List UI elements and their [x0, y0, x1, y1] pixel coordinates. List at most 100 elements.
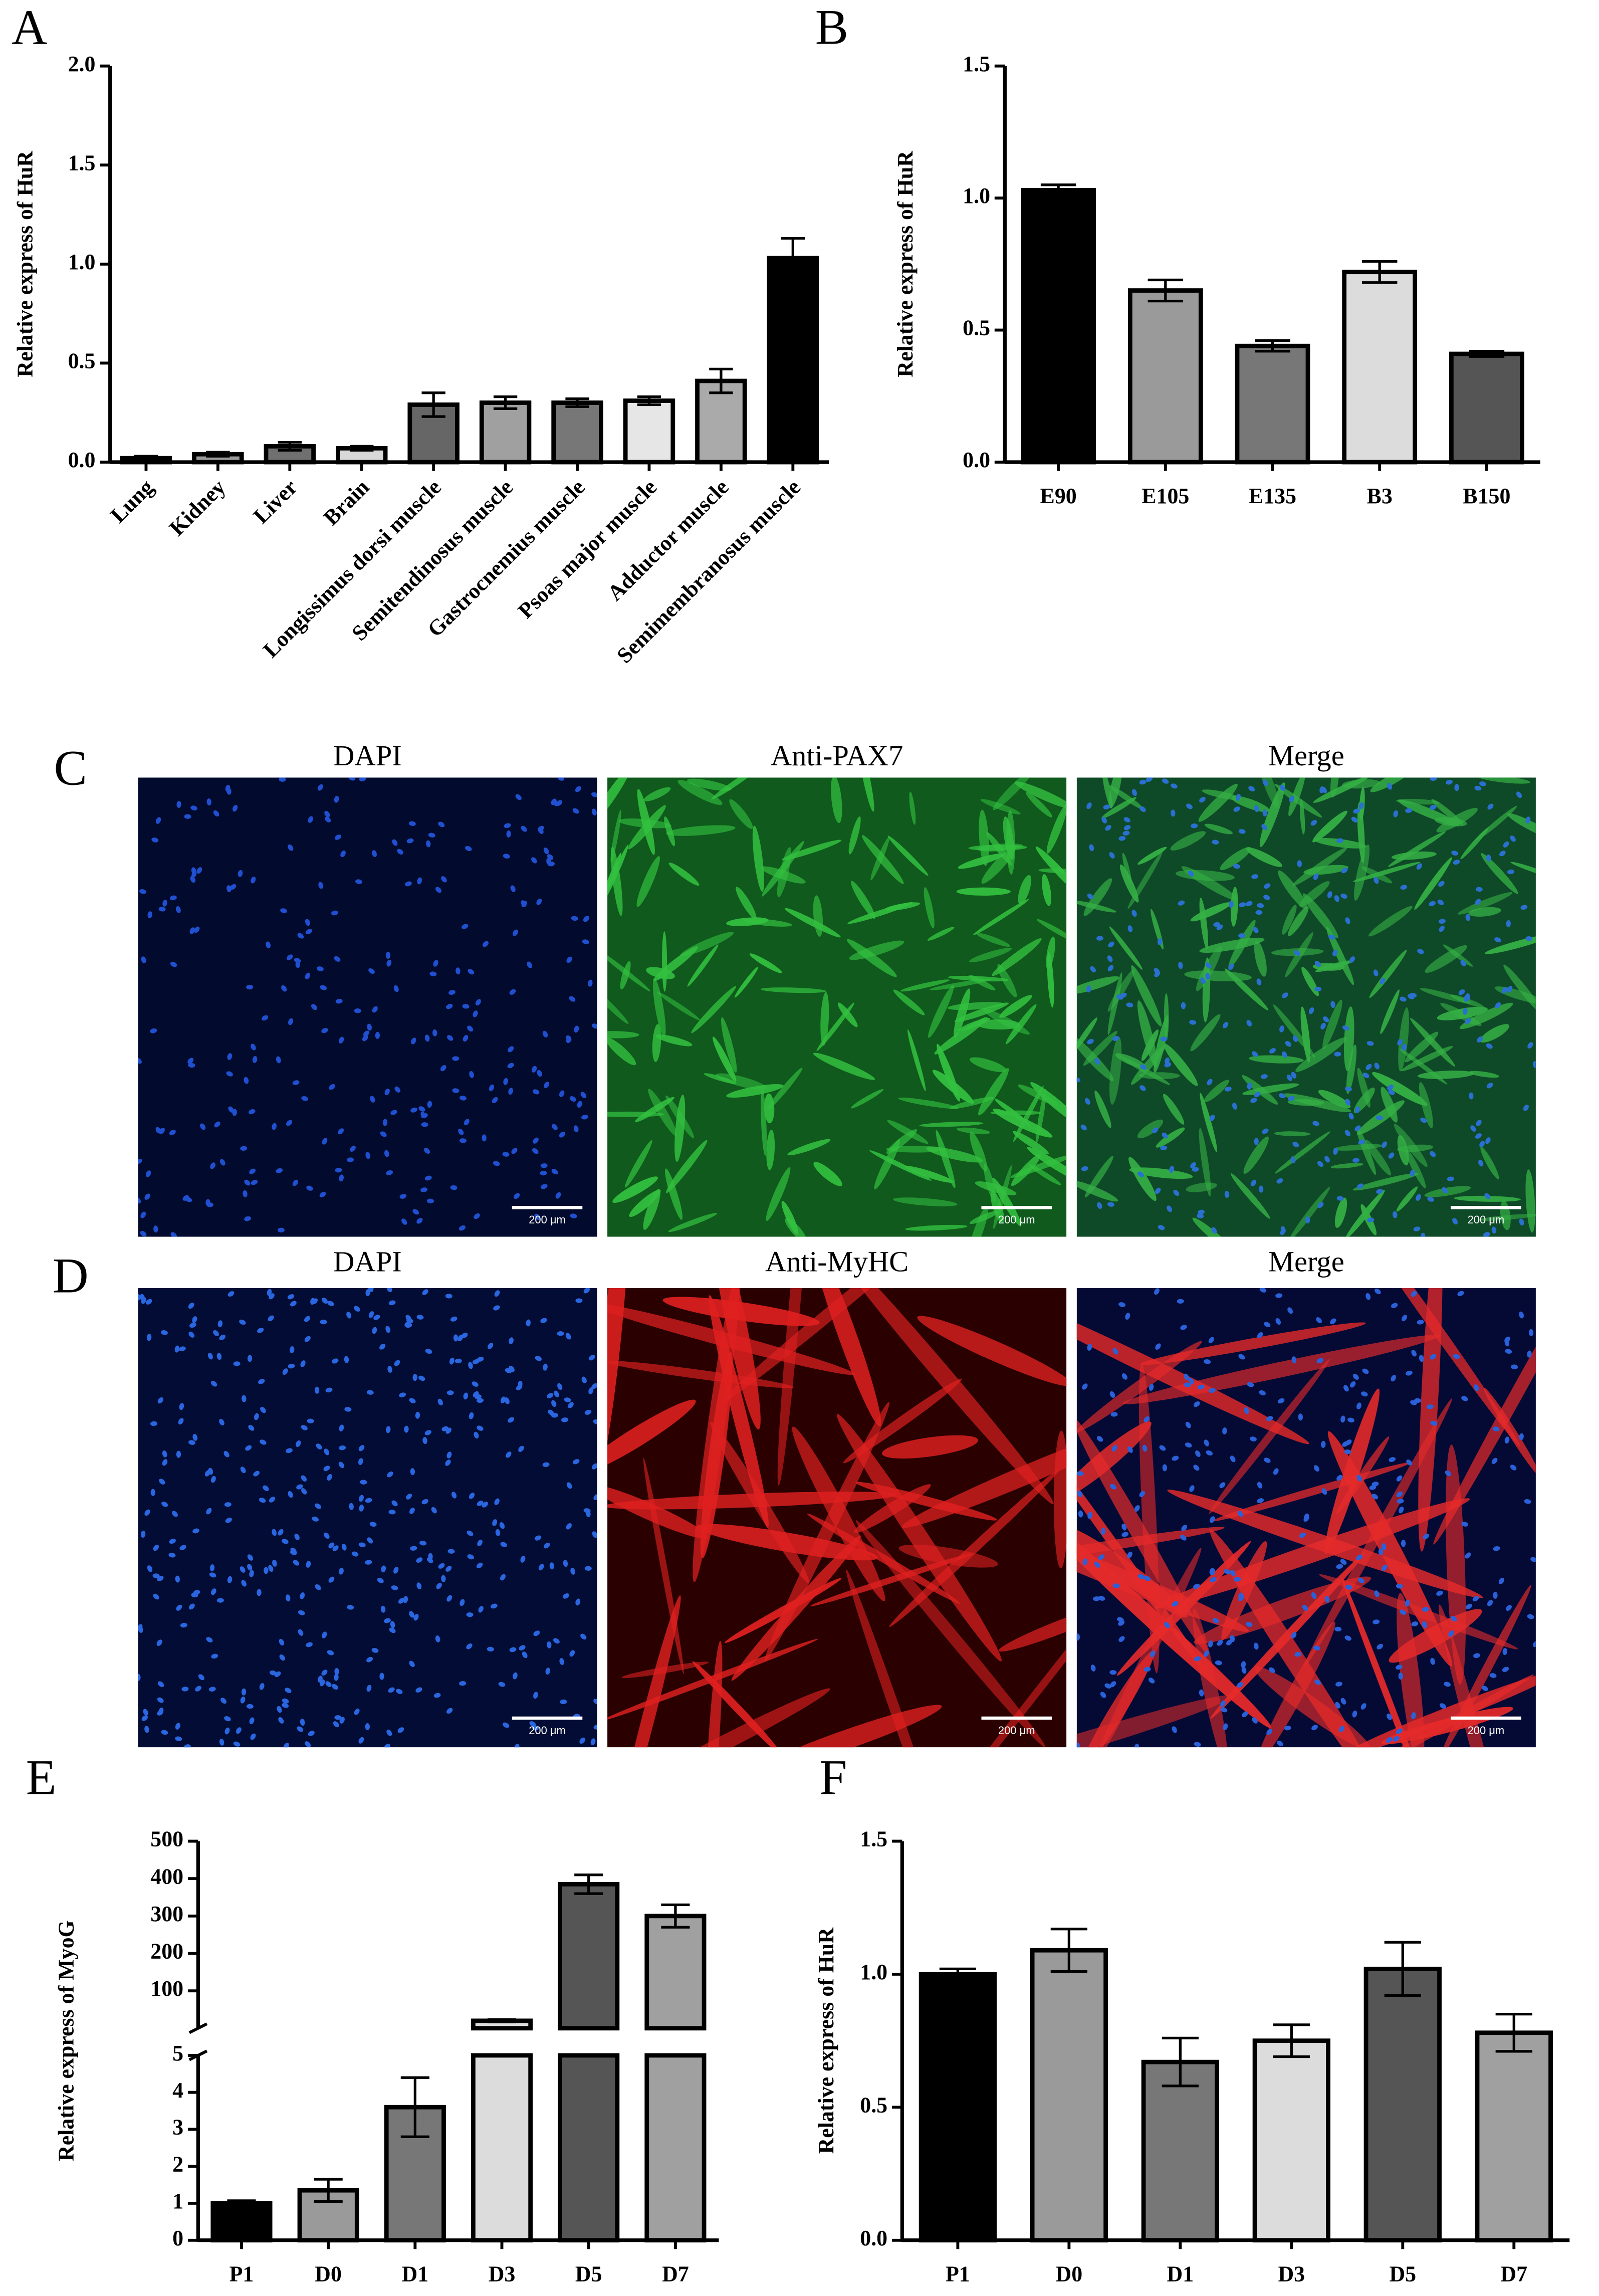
- cell-streak: [736, 887, 757, 920]
- nucleus: [365, 1560, 372, 1565]
- nucleus: [1405, 1599, 1410, 1607]
- nucleus: [189, 1323, 196, 1328]
- nucleus: [1127, 925, 1133, 932]
- nucleus: [518, 1445, 524, 1452]
- nucleus: [1320, 1022, 1326, 1029]
- nucleus: [467, 1530, 474, 1536]
- nucleus: [1367, 1217, 1375, 1222]
- nucleus: [147, 911, 152, 919]
- nucleus: [219, 1334, 226, 1341]
- cell-streak: [607, 949, 651, 992]
- nucleus: [1216, 924, 1223, 930]
- cell-streak: [1109, 926, 1143, 970]
- bar: [767, 256, 819, 465]
- nucleus: [1078, 1510, 1083, 1518]
- cell-streak: [927, 927, 955, 941]
- nucleus: [1162, 1464, 1168, 1472]
- cell-streak: [607, 1037, 636, 1066]
- cell-streak: [907, 1029, 926, 1092]
- nucleus: [344, 1356, 349, 1363]
- nucleus: [385, 951, 391, 959]
- nucleus: [463, 1034, 469, 1042]
- scale-bar: [512, 1716, 583, 1720]
- nucleus: [403, 1596, 408, 1603]
- cell-streak: [1352, 862, 1421, 882]
- axis-break: [188, 2022, 208, 2034]
- nucleus: [390, 1110, 397, 1115]
- scale-bar-label: 200 μm: [1468, 1724, 1505, 1737]
- nucleus: [533, 1137, 539, 1144]
- cell-streak: [893, 1197, 958, 1206]
- nucleus: [1082, 1383, 1088, 1390]
- nucleus: [238, 870, 243, 877]
- nucleus: [593, 1494, 597, 1500]
- nucleus: [1184, 1382, 1191, 1388]
- nucleus: [422, 1289, 428, 1296]
- nucleus: [157, 1697, 164, 1703]
- cell-streak: [784, 908, 841, 938]
- nucleus: [1323, 1016, 1329, 1022]
- nucleus: [1358, 1139, 1365, 1145]
- nucleus: [1195, 1450, 1201, 1457]
- nucleus: [325, 1387, 333, 1393]
- cell-streak: [887, 1120, 929, 1144]
- nucleus: [1474, 1384, 1479, 1391]
- nucleus: [1120, 992, 1127, 998]
- cell-streak: [1141, 1029, 1159, 1061]
- nucleus: [503, 1078, 509, 1085]
- cell-streak: [1259, 782, 1285, 848]
- nucleus: [1224, 1190, 1230, 1198]
- nucleus: [1334, 1052, 1341, 1057]
- nucleus: [1257, 903, 1264, 908]
- x-tick-label: Lung: [106, 475, 158, 528]
- nucleus: [322, 1631, 327, 1638]
- nucleus: [506, 830, 511, 838]
- nucleus: [458, 1129, 464, 1135]
- nucleus: [575, 786, 581, 792]
- nucleus: [162, 1450, 167, 1457]
- nucleus: [1204, 1359, 1211, 1364]
- cell-streak: [765, 1401, 890, 1661]
- nucleus: [1112, 1348, 1118, 1355]
- nucleus: [591, 792, 597, 797]
- nucleus: [410, 1468, 415, 1476]
- nucleus: [182, 1195, 189, 1201]
- cell-streak: [1484, 1387, 1536, 1477]
- nucleus: [1317, 1161, 1324, 1167]
- nucleus: [206, 1508, 212, 1515]
- nucleus: [363, 1030, 370, 1036]
- nucleus: [1485, 1137, 1491, 1144]
- nucleus: [397, 1727, 404, 1733]
- nucleus: [1237, 1682, 1244, 1688]
- bar-lower: [471, 2053, 533, 2243]
- nucleus: [278, 1529, 284, 1536]
- nucleus: [263, 1485, 269, 1492]
- nucleus: [1486, 1043, 1493, 1049]
- cell-streak: [1076, 1695, 1233, 1748]
- nucleus: [508, 1417, 515, 1423]
- nucleus: [426, 1198, 434, 1203]
- nucleus: [318, 882, 324, 889]
- nucleus: [1212, 1618, 1219, 1623]
- nucleus: [453, 1334, 459, 1342]
- x-tick-label: D1: [402, 2262, 429, 2286]
- nucleus: [332, 1545, 339, 1552]
- nucleus: [458, 1335, 464, 1342]
- nucleus: [301, 1425, 308, 1430]
- nucleus: [350, 1145, 356, 1152]
- nucleus: [452, 1088, 460, 1093]
- micrograph: [607, 777, 1067, 1237]
- nucleus: [141, 1715, 148, 1721]
- nucleus: [210, 1162, 215, 1169]
- nucleus: [381, 1565, 386, 1573]
- cell-streak: [1460, 827, 1489, 860]
- nucleus: [437, 1398, 443, 1406]
- nucleus: [1257, 1482, 1263, 1489]
- nucleus: [1223, 1022, 1229, 1028]
- nucleus: [317, 784, 323, 791]
- bar-lower: [558, 2053, 620, 2243]
- cell-streak: [781, 1201, 799, 1235]
- nucleus: [384, 1744, 390, 1748]
- nucleus: [1413, 1226, 1421, 1231]
- cell-streak: [932, 1070, 974, 1104]
